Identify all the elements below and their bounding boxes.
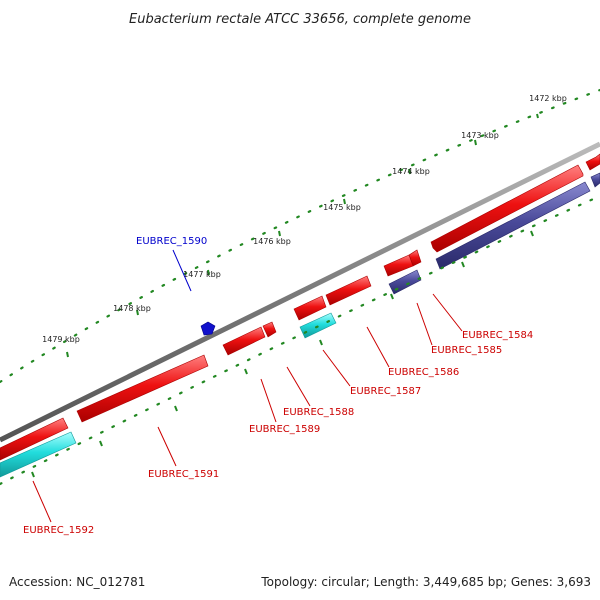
gene-marker-blue bbox=[200, 321, 216, 336]
gene-arrow-cyan bbox=[299, 312, 337, 339]
gene-arrow-navy bbox=[590, 172, 600, 188]
gene-label-eubrec-1584: EUBREC_1584 bbox=[462, 330, 533, 341]
major-tick bbox=[31, 471, 35, 478]
forward-strand-genes bbox=[0, 153, 600, 461]
major-tick bbox=[174, 405, 178, 412]
gene-arrow-red bbox=[262, 321, 277, 338]
accession-text: Accession: NC_012781 bbox=[9, 575, 145, 589]
kbp-label-1476: 1476 kbp bbox=[253, 237, 291, 246]
gene-label-eubrec-1589: EUBREC_1589 bbox=[249, 424, 320, 435]
outer-scale-ruler bbox=[0, 88, 600, 384]
kbp-label-1474: 1474 kbp bbox=[392, 167, 430, 176]
kbp-labels: 1472 kbp 1473 kbp 1474 kbp 1475 kbp 1476… bbox=[42, 94, 567, 344]
gene-arrow-navy bbox=[435, 181, 591, 270]
leader-line bbox=[286, 366, 311, 407]
gene-labels: EUBREC_1584 EUBREC_1585 EUBREC_1586 EUBR… bbox=[23, 236, 533, 536]
outer-major-ticks bbox=[66, 113, 539, 358]
gene-arrow-red bbox=[76, 354, 209, 423]
leader-line bbox=[322, 349, 351, 387]
major-tick bbox=[278, 230, 281, 237]
major-tick bbox=[536, 113, 539, 119]
genome-backbone bbox=[0, 141, 600, 443]
leader-line bbox=[366, 326, 390, 368]
gene-arrow-red bbox=[585, 153, 600, 171]
major-tick bbox=[530, 230, 534, 237]
gene-arrow-red bbox=[430, 164, 584, 253]
gene-arrow-red bbox=[0, 417, 69, 461]
major-tick bbox=[343, 198, 346, 205]
major-tick bbox=[244, 368, 248, 375]
major-tick bbox=[461, 261, 465, 268]
gene-label-eubrec-1590: EUBREC_1590 bbox=[136, 236, 207, 247]
gene-label-eubrec-1587: EUBREC_1587 bbox=[350, 386, 421, 397]
major-tick bbox=[390, 293, 394, 300]
major-tick bbox=[136, 309, 139, 316]
leader-line bbox=[432, 293, 463, 332]
major-tick bbox=[66, 351, 69, 358]
major-tick bbox=[474, 139, 477, 146]
major-tick bbox=[408, 168, 411, 175]
label-leader-lines bbox=[32, 249, 463, 523]
leader-line bbox=[260, 378, 277, 423]
major-tick bbox=[99, 440, 103, 447]
gene-arrow-red bbox=[325, 275, 372, 306]
kbp-label-1472: 1472 kbp bbox=[529, 94, 567, 103]
leader-line bbox=[172, 249, 192, 292]
leader-line bbox=[32, 480, 52, 523]
kbp-label-1477: 1477 kbp bbox=[183, 270, 221, 279]
gene-arrow-cyan bbox=[0, 431, 77, 478]
gene-label-eubrec-1591: EUBREC_1591 bbox=[148, 469, 219, 480]
gene-label-eubrec-1588: EUBREC_1588 bbox=[283, 407, 354, 418]
kbp-label-1478: 1478 kbp bbox=[113, 304, 151, 313]
kbp-label-1475: 1475 kbp bbox=[323, 203, 361, 212]
gene-arrow-red bbox=[383, 254, 414, 277]
gene-label-eubrec-1592: EUBREC_1592 bbox=[23, 525, 94, 536]
gene-label-eubrec-1585: EUBREC_1585 bbox=[431, 345, 502, 356]
major-tick bbox=[319, 339, 323, 346]
kbp-label-1479: 1479 kbp bbox=[42, 335, 80, 344]
gene-arrow-red bbox=[222, 326, 266, 356]
leader-line bbox=[416, 302, 433, 346]
kbp-label-1473: 1473 kbp bbox=[461, 131, 499, 140]
major-tick bbox=[207, 269, 210, 276]
inner-major-ticks bbox=[31, 230, 534, 478]
genome-summary-text: Topology: circular; Length: 3,449,685 bp… bbox=[260, 575, 591, 589]
gene-label-eubrec-1586: EUBREC_1586 bbox=[388, 367, 459, 378]
gene-arrow-red bbox=[293, 295, 327, 321]
map-title: Eubacterium rectale ATCC 33656, complete… bbox=[129, 12, 471, 27]
leader-line bbox=[157, 426, 177, 467]
